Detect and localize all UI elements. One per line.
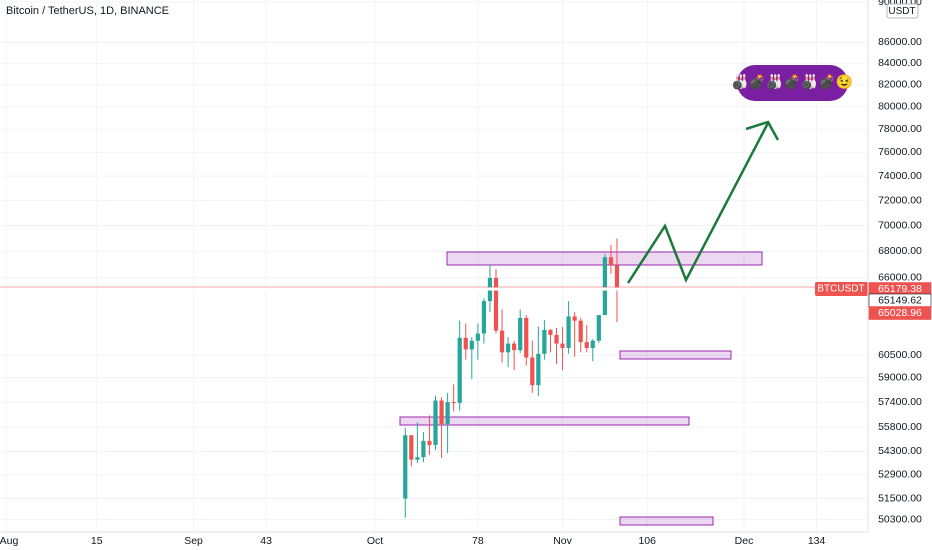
candle-body	[614, 265, 620, 290]
y-tick-label: 82000.00	[878, 79, 922, 91]
symbol-tag	[815, 282, 868, 297]
currency-box	[886, 3, 919, 19]
y-tick-label: 74000.00	[878, 170, 922, 182]
chart-title: Bitcoin / TetherUS, 1D, BINANCE	[6, 5, 169, 17]
drawings: 🎳💣🎳💣🎳💣😉	[399, 65, 853, 526]
candle-body	[602, 257, 607, 316]
candle-body	[542, 329, 547, 354]
candle-body	[578, 320, 583, 343]
candle-body	[421, 440, 426, 458]
x-tick-label: Nov	[553, 535, 572, 547]
x-tick-label: Aug	[0, 535, 18, 547]
y-tick-label: 84000.00	[878, 57, 922, 69]
x-tick-label: Oct	[367, 535, 383, 547]
candle-body	[524, 317, 529, 358]
candle-body	[469, 340, 474, 350]
x-tick-label: 78	[472, 535, 484, 547]
y-tick-label: 68000.00	[878, 245, 922, 257]
x-tick-label: 106	[638, 535, 656, 547]
y-tick-label: 80000.00	[878, 101, 922, 113]
price-tag-label: 65028.96	[878, 307, 922, 319]
candle-body	[445, 402, 450, 425]
x-tick-label: Dec	[735, 535, 754, 547]
x-tick-label: 134	[808, 535, 826, 547]
y-tick-label: 57400.00	[878, 396, 922, 408]
candle-body	[536, 353, 541, 386]
candle-body	[560, 343, 565, 348]
candle-body	[415, 457, 420, 460]
candles	[403, 238, 620, 518]
x-tick-label: Sep	[184, 535, 203, 547]
price-tag	[868, 306, 932, 320]
y-tick-label: 54300.00	[878, 445, 922, 457]
speech-bubble	[737, 65, 848, 101]
candle-body	[566, 316, 571, 348]
candle-body	[548, 329, 553, 335]
candle-body	[475, 333, 480, 341]
y-tick-label: 59000.00	[878, 371, 922, 383]
candle-body	[433, 400, 438, 445]
candle-body	[584, 342, 589, 348]
candle-body	[530, 357, 535, 386]
y-tick-label: 70000.00	[878, 219, 922, 231]
candle-body	[572, 316, 577, 321]
zone	[399, 416, 690, 426]
y-tick-label: 51500.00	[878, 492, 922, 504]
candle-body	[481, 301, 487, 334]
candle-body	[499, 330, 505, 353]
annotation: 🎳💣🎳💣🎳💣😉	[731, 74, 853, 91]
y-tick-label: 52900.00	[878, 468, 922, 480]
zone	[619, 516, 714, 526]
candle-body	[451, 402, 456, 404]
candle-body	[512, 343, 517, 351]
candle-body	[596, 315, 601, 341]
candle-body	[505, 343, 511, 353]
zone	[619, 350, 732, 360]
candle-body	[403, 435, 408, 499]
y-tick-label: 76000.00	[878, 146, 922, 158]
currency: USDT	[888, 6, 915, 17]
x-tick-label: 15	[91, 535, 103, 547]
y-tick-label: 50300.00	[878, 513, 922, 525]
candle-body	[457, 337, 462, 403]
y-tick-label: 55800.00	[878, 421, 922, 433]
y-tick-label: 60500.00	[878, 349, 922, 361]
x-tick-label: 43	[260, 535, 272, 547]
y-tick-label: 78000.00	[878, 123, 922, 135]
price-tag-label: 65179.38	[878, 283, 922, 295]
candle-body	[463, 337, 468, 350]
price-overlay: BTCUSDT	[0, 282, 868, 297]
candle-body	[608, 257, 614, 266]
symbol-label: BTCUSDT	[817, 284, 864, 295]
candle-body	[554, 334, 559, 344]
price-axis	[868, 0, 932, 550]
y-tick-label: 66000.00	[878, 272, 922, 284]
y-tick-label: 86000.00	[878, 36, 922, 48]
price-tag-label: 65149.62	[878, 294, 922, 306]
y-tick-label: 72000.00	[878, 194, 922, 206]
arrow-head	[745, 120, 780, 141]
candle-body	[493, 277, 499, 331]
candle-body	[409, 435, 414, 460]
candle-body	[427, 440, 432, 445]
candle-body	[590, 340, 595, 348]
candle-body	[439, 400, 444, 425]
arrow	[626, 122, 770, 284]
candle-body	[518, 317, 523, 351]
